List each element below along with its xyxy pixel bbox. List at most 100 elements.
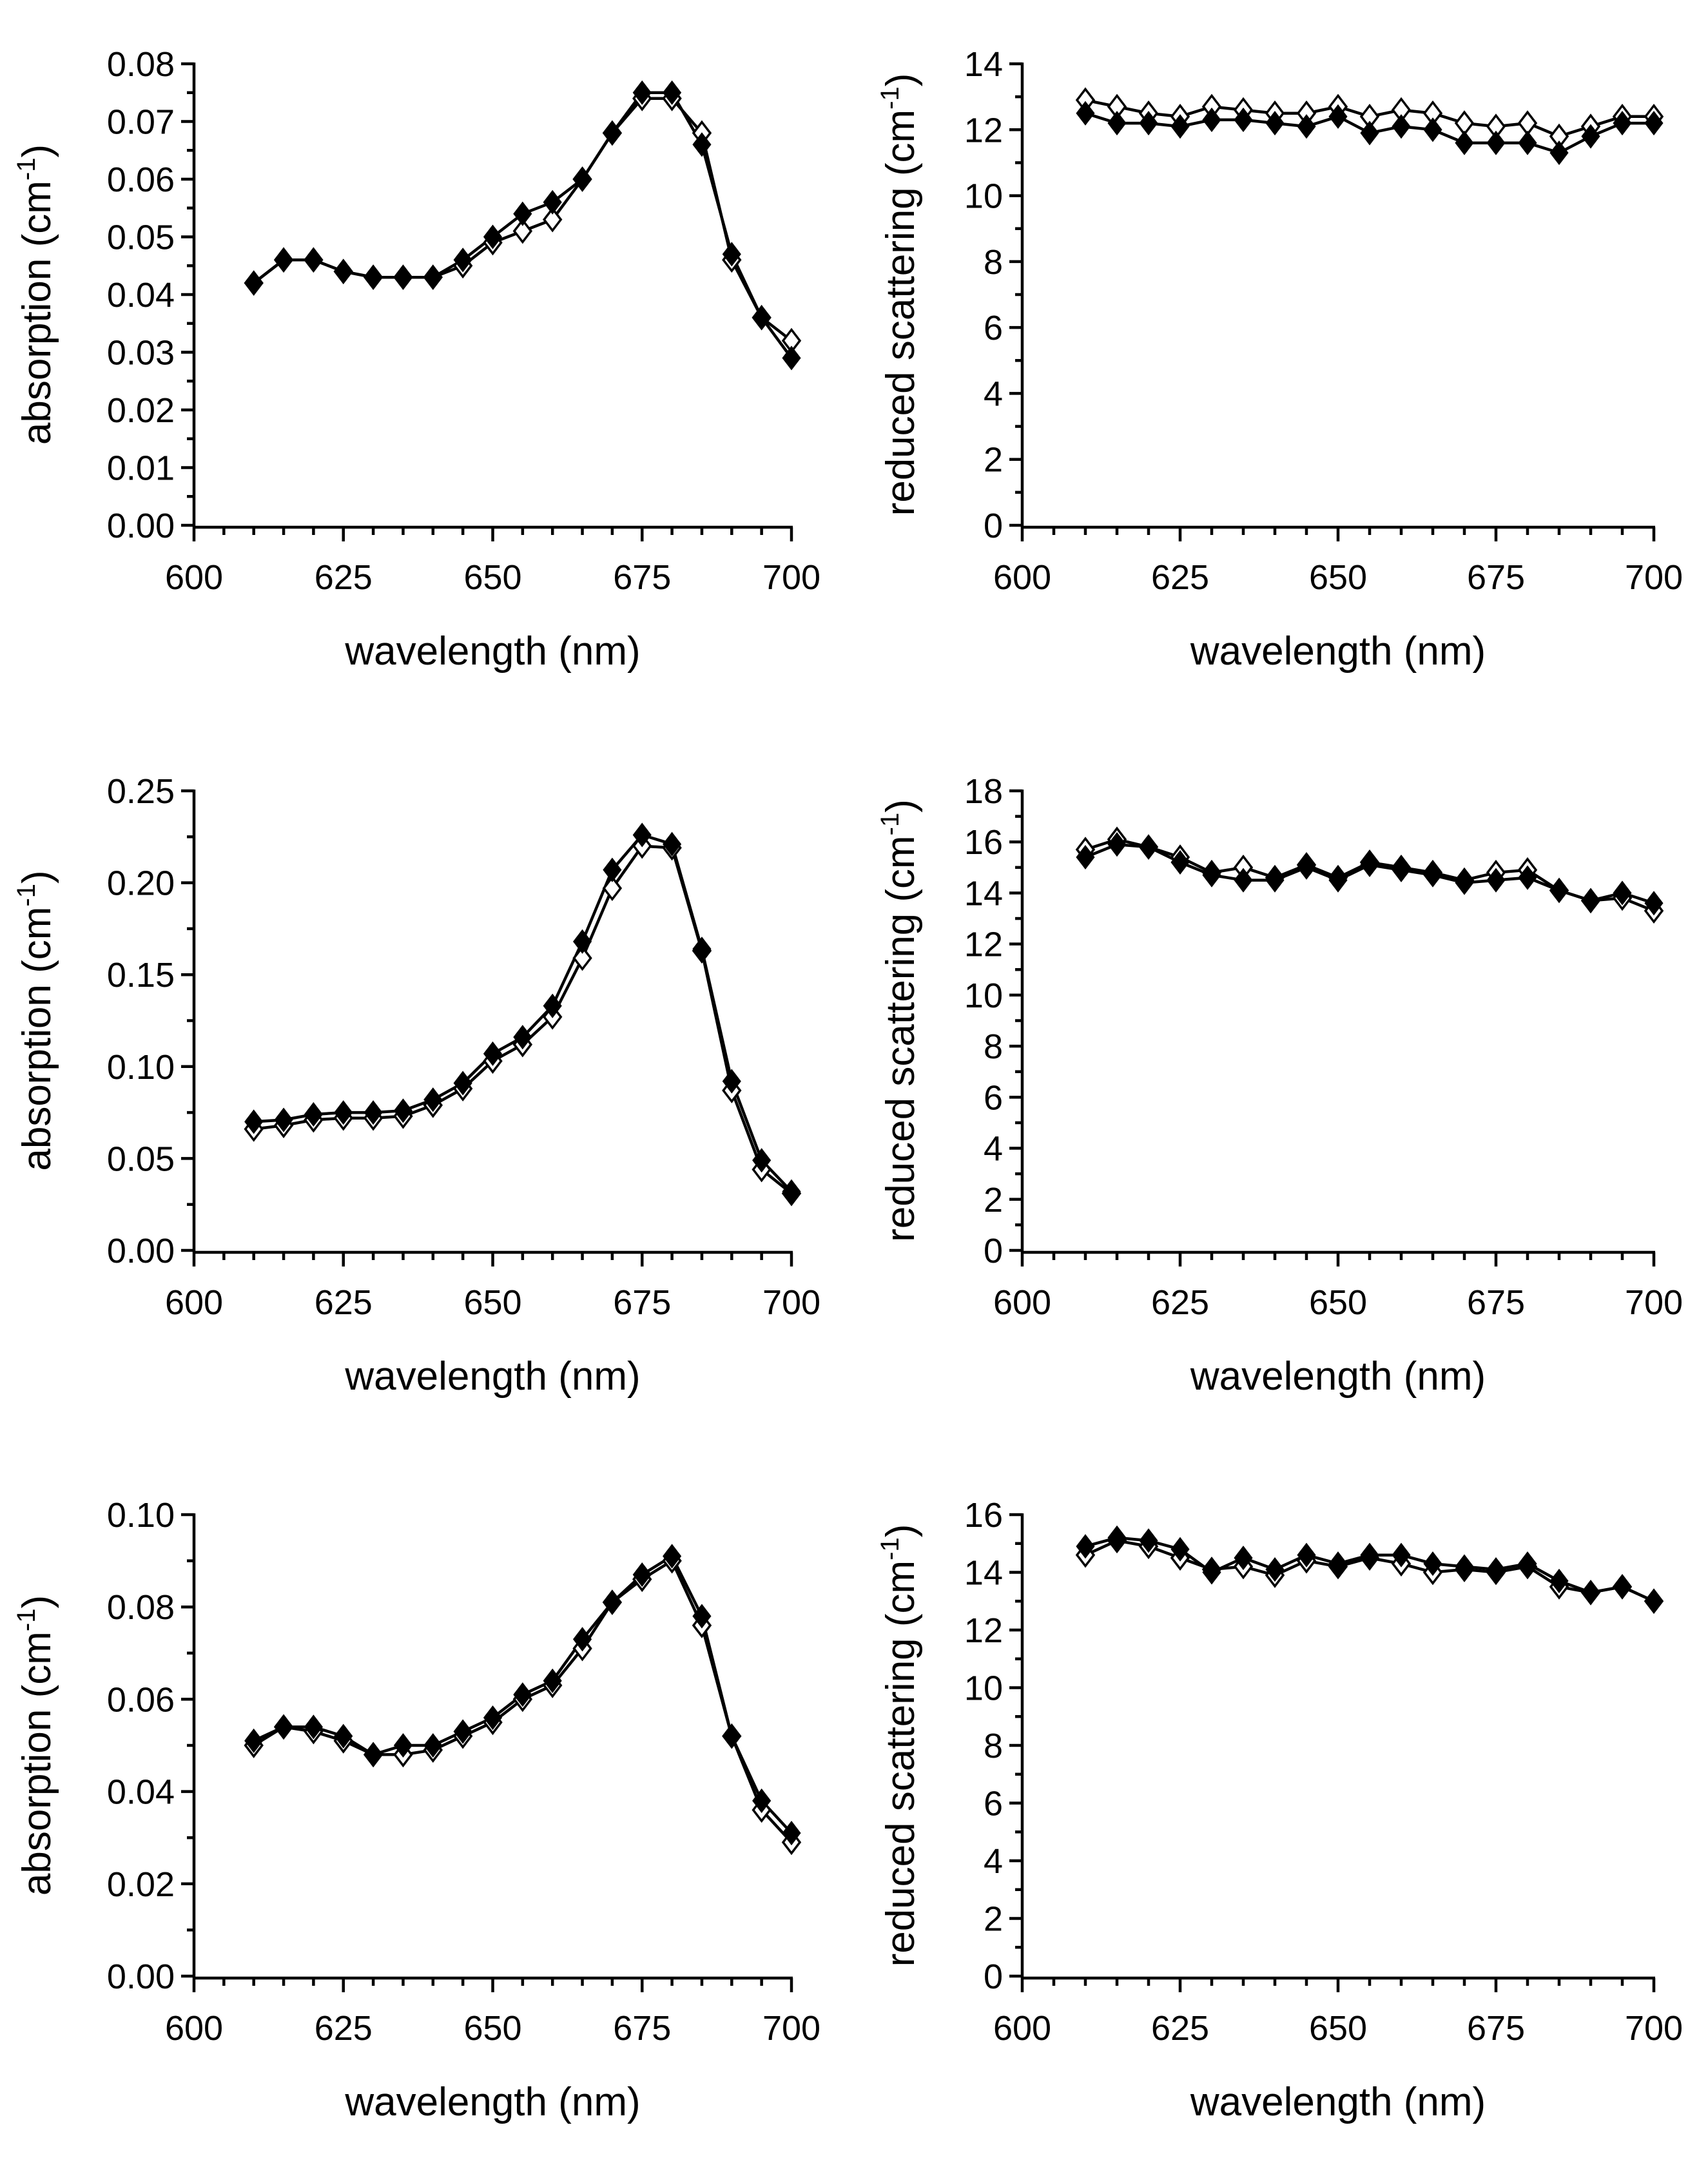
y-tick-label: 0 <box>984 507 1003 545</box>
data-point-filled-diamond <box>1486 868 1506 893</box>
data-point-filled-diamond <box>1139 835 1158 860</box>
data-point-filled-diamond <box>1581 888 1600 913</box>
chart-panel-4: 0 2 4 6 8 10 12 14 16 18 600 625 650 675 700 wavelength… <box>876 772 1683 1399</box>
y-tick-label: 0.01 <box>107 449 175 488</box>
y-tick-label: 14 <box>964 45 1003 84</box>
x-tick-label: 675 <box>613 1283 671 1322</box>
data-point-filled-diamond <box>1076 1534 1095 1559</box>
y-tick-label: 0.15 <box>107 956 175 995</box>
y-tick-label: 0.05 <box>107 218 175 257</box>
y-tick-label: 0.03 <box>107 334 175 373</box>
y-axis-label: absorption (cm-1) <box>12 1595 59 1896</box>
data-point-filled-diamond <box>663 1544 682 1569</box>
y-tick-label: 0.10 <box>107 1048 175 1087</box>
data-point-filled-diamond <box>692 937 712 962</box>
y-tick-label: 0.02 <box>107 1865 175 1904</box>
y-tick-label: 4 <box>984 374 1003 413</box>
x-tick-label: 650 <box>1309 558 1367 597</box>
x-tick-label: 700 <box>1625 1283 1683 1322</box>
y-tick-label: 16 <box>964 823 1003 862</box>
data-point-filled-diamond <box>1549 141 1569 166</box>
x-axis-label: wavelength (nm) <box>344 2080 640 2124</box>
y-tick-label: 16 <box>964 1496 1003 1535</box>
y-tick-label: 14 <box>964 874 1003 913</box>
x-tick-label: 625 <box>1151 1283 1209 1322</box>
y-axis-label-text: reduced scattering (cm <box>878 1560 923 1967</box>
y-axis-label-text: reduced scattering (cm <box>878 835 923 1242</box>
data-point-filled-diamond <box>1265 110 1285 136</box>
y-tick-label: 10 <box>964 976 1003 1015</box>
x-tick-label: 650 <box>1309 2009 1367 2048</box>
y-axis-label-text: absorption (cm <box>15 180 59 445</box>
chart-panel-1: 0.00 0.01 0.02 0.03 0.04 0.05 0.06 0.07 0.08 600 6… <box>12 45 820 674</box>
y-tick-label: 18 <box>964 772 1003 811</box>
x-axis-label: wavelength (nm) <box>344 1354 640 1399</box>
data-point-filled-diamond <box>334 1723 353 1749</box>
data-point-open-diamond <box>542 206 563 233</box>
y-tick-label: 12 <box>964 111 1003 150</box>
y-tick-label: 0.00 <box>107 1957 175 1996</box>
data-point-filled-diamond <box>513 1025 532 1050</box>
y-axis-label-suffix: ) <box>878 799 923 813</box>
x-tick-label: 625 <box>315 2009 373 2048</box>
data-point-filled-diamond <box>572 166 592 192</box>
data-point-filled-diamond <box>603 1589 622 1615</box>
x-tick-label: 650 <box>463 2009 521 2048</box>
x-tick-label: 625 <box>1151 2009 1209 2048</box>
y-tick-label: 12 <box>964 1611 1003 1650</box>
y-tick-label: 4 <box>984 1130 1003 1169</box>
data-point-filled-diamond <box>782 1179 801 1204</box>
y-tick-label: 0.00 <box>107 1232 175 1270</box>
y-tick-label: 6 <box>984 1785 1003 1823</box>
x-tick-label: 675 <box>613 558 671 597</box>
y-tick-label: 4 <box>984 1842 1003 1881</box>
y-tick-label: 0 <box>984 1232 1003 1270</box>
y-tick-label: 10 <box>964 1669 1003 1708</box>
data-point-filled-diamond <box>1455 1554 1474 1579</box>
x-tick-label: 675 <box>1467 2009 1525 2048</box>
y-tick-label: 2 <box>984 1181 1003 1219</box>
data-point-filled-diamond <box>483 1705 503 1731</box>
x-tick-label: 600 <box>165 558 223 597</box>
x-tick-label: 600 <box>993 558 1051 597</box>
data-point-filled-diamond <box>453 247 472 273</box>
data-point-filled-diamond <box>1360 852 1379 877</box>
data-point-filled-diamond <box>1297 114 1316 139</box>
y-tick-label: 6 <box>984 1078 1003 1117</box>
data-point-filled-diamond <box>663 80 682 105</box>
y-tick-label: 8 <box>984 243 1003 282</box>
data-point-filled-diamond <box>603 857 622 882</box>
data-point-filled-diamond <box>1107 832 1127 857</box>
data-point-filled-diamond <box>393 265 413 290</box>
y-axis-label-suffix: ) <box>15 1595 59 1609</box>
data-point-filled-diamond <box>423 265 443 290</box>
y-axis-label-suffix: ) <box>15 870 59 884</box>
data-point-filled-diamond <box>453 1719 472 1744</box>
data-point-open-diamond <box>512 218 533 244</box>
data-point-filled-diamond <box>1455 870 1474 895</box>
data-point-filled-diamond <box>1234 1546 1253 1571</box>
data-point-filled-diamond <box>1170 849 1190 875</box>
data-point-filled-diamond <box>692 1604 712 1629</box>
x-tick-label: 600 <box>993 2009 1051 2048</box>
data-point-filled-diamond <box>1170 114 1190 139</box>
data-point-filled-diamond <box>1360 121 1379 146</box>
chart-panel-6: 0 2 4 6 8 10 12 14 16 600 625 650 675 700 wavelength (… <box>876 1496 1683 2124</box>
data-point-filled-diamond <box>663 831 682 857</box>
x-tick-label: 675 <box>1467 558 1525 597</box>
data-point-open-diamond <box>572 945 592 971</box>
data-point-filled-diamond <box>1423 862 1442 888</box>
data-point-filled-diamond <box>393 1732 413 1758</box>
y-tick-label: 12 <box>964 926 1003 964</box>
x-axis-label: wavelength (nm) <box>1190 629 1486 674</box>
y-axis-label-suffix: ) <box>878 1524 923 1538</box>
data-point-filled-diamond <box>1581 124 1600 149</box>
x-tick-label: 650 <box>463 1283 521 1322</box>
series-line-open <box>253 844 793 1195</box>
y-axis-label: reduced scattering (cm-1) <box>876 73 923 516</box>
data-point-filled-diamond <box>752 1788 772 1813</box>
data-point-filled-diamond <box>782 345 801 371</box>
x-tick-label: 625 <box>1151 558 1209 597</box>
data-point-filled-diamond <box>364 1100 383 1125</box>
x-axis-label: wavelength (nm) <box>344 629 640 674</box>
